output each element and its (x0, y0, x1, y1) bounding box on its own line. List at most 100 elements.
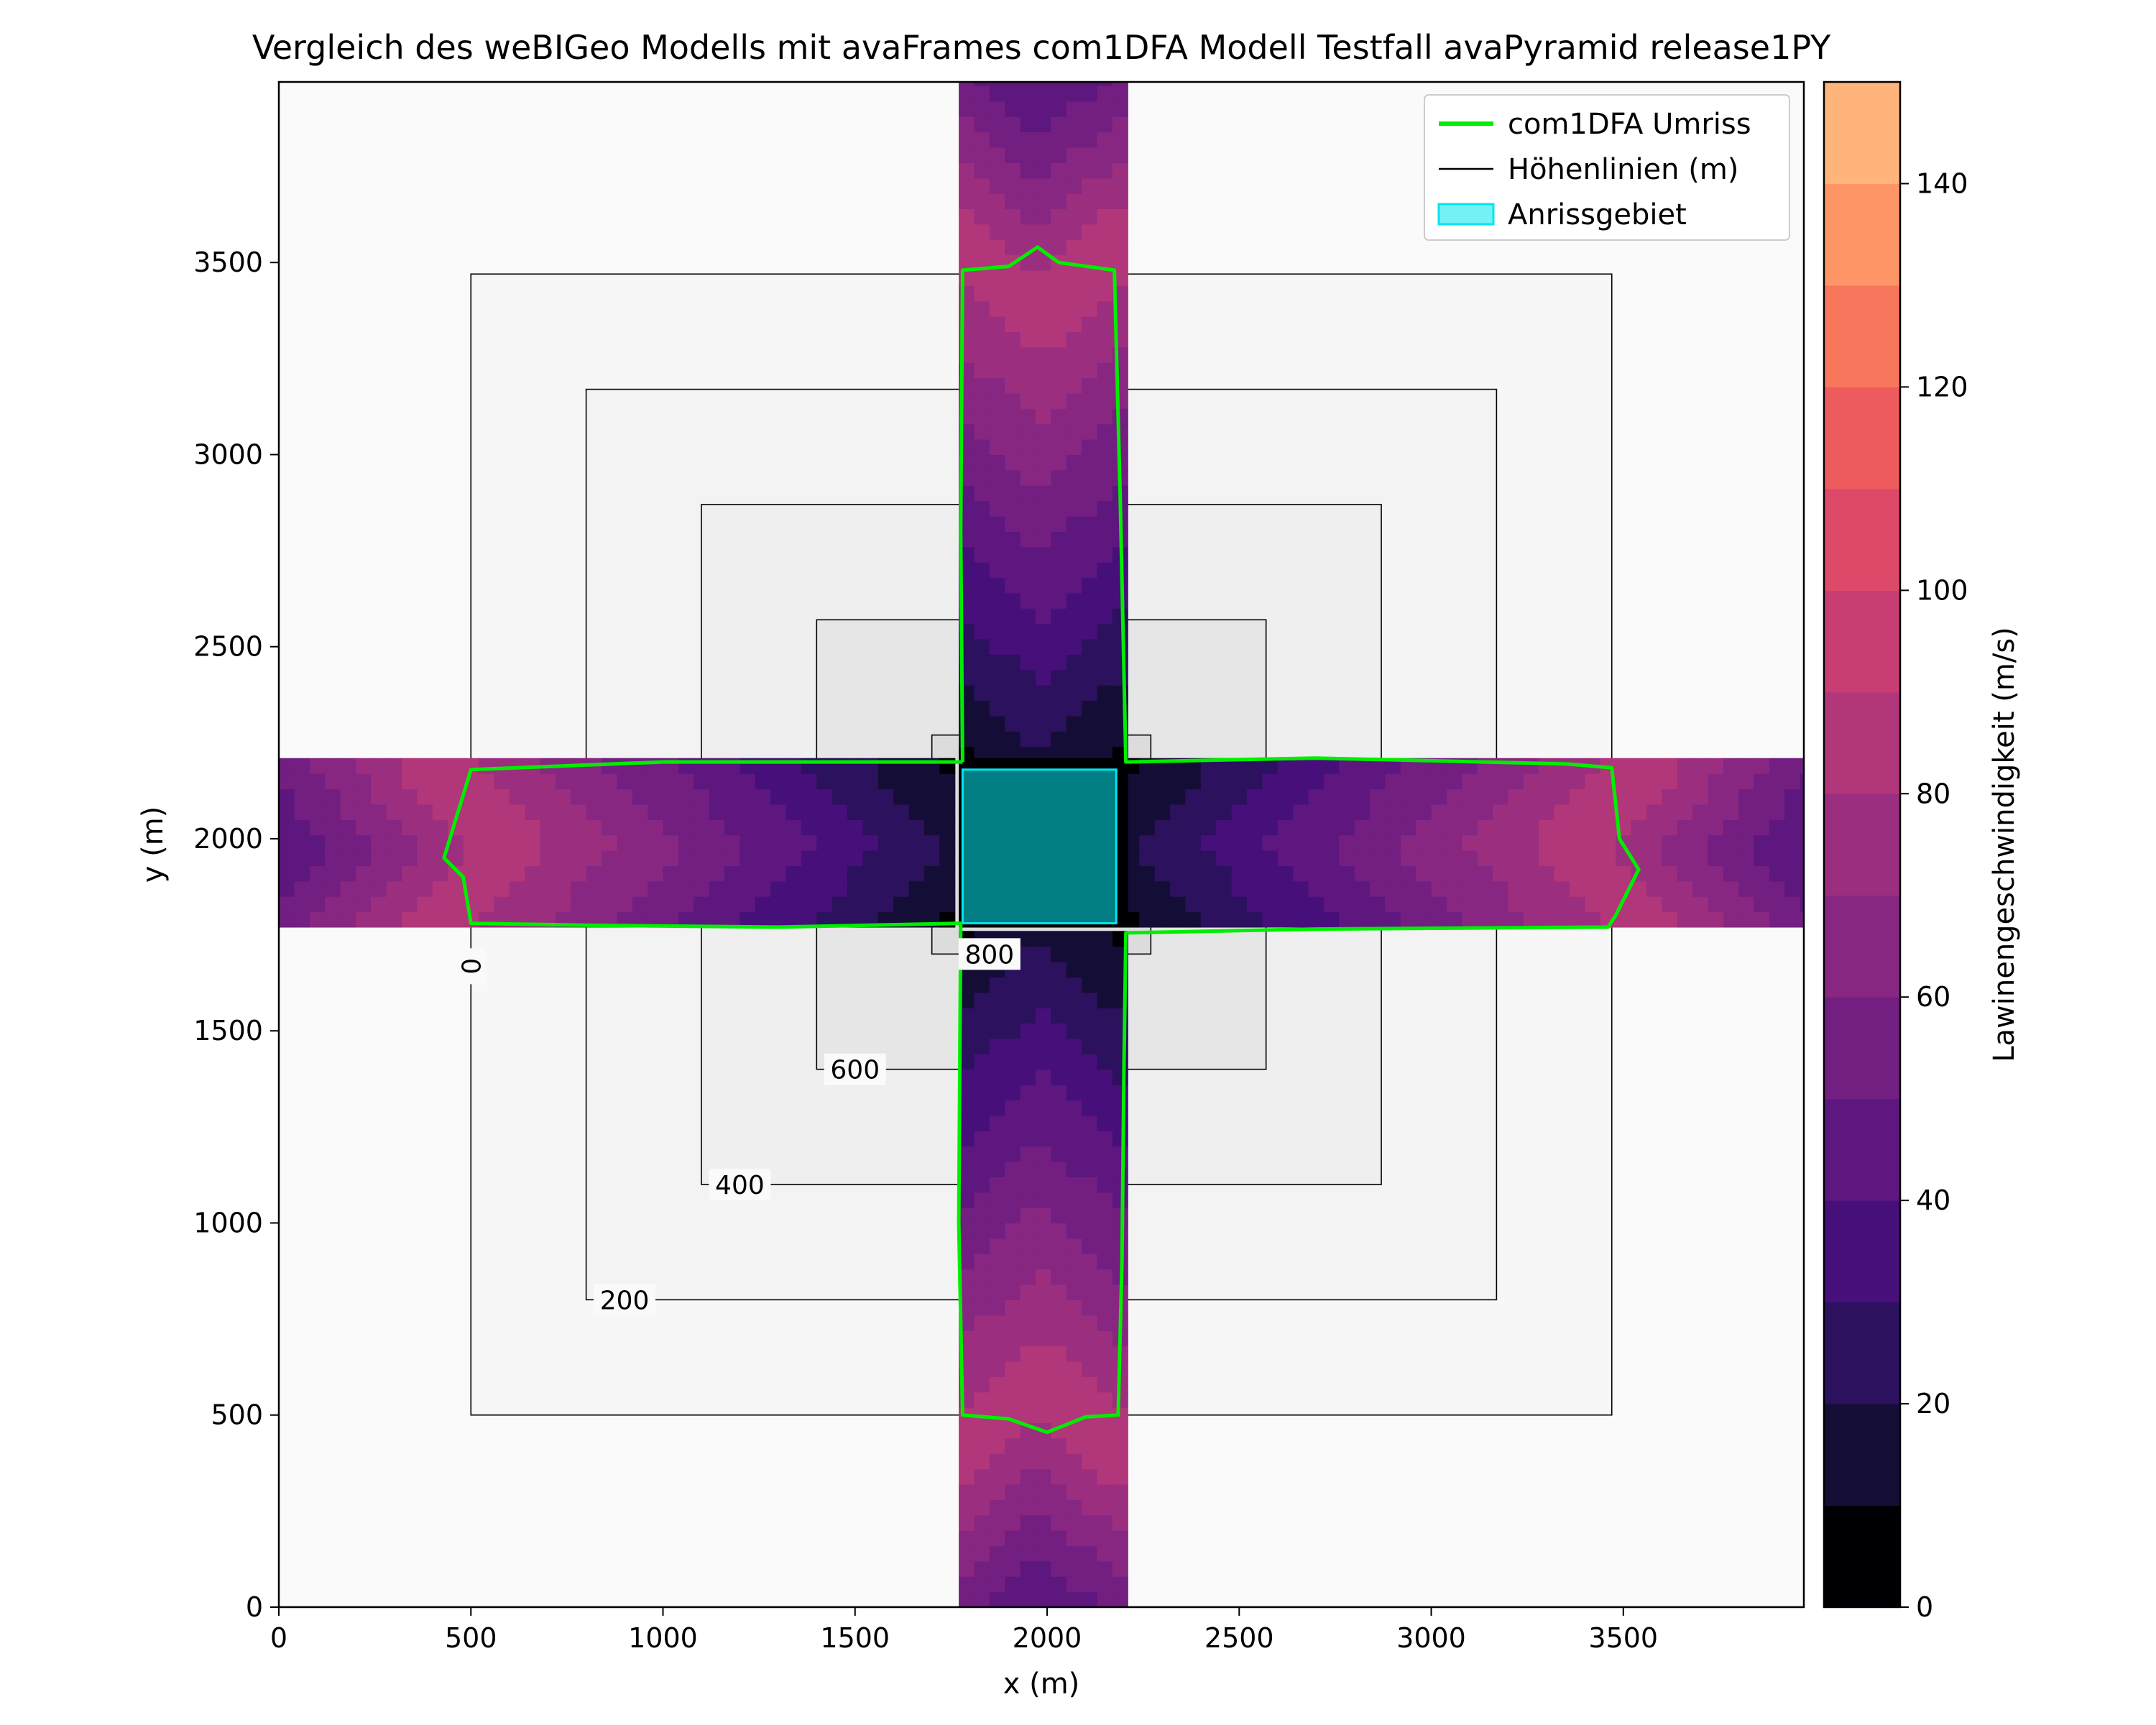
velocity-cell (1569, 896, 1585, 913)
velocity-cell (959, 1131, 975, 1147)
colorbar-tick-label: 80 (1916, 778, 1950, 809)
velocity-cell (1051, 931, 1067, 947)
velocity-cell (1082, 1192, 1098, 1208)
velocity-cell (1051, 162, 1067, 179)
velocity-cell (1800, 819, 1804, 836)
velocity-cell (1066, 1499, 1082, 1516)
velocity-cell (1800, 880, 1804, 897)
velocity-cell (1754, 896, 1770, 913)
velocity-cell (601, 773, 617, 790)
velocity-cell (862, 850, 879, 866)
velocity-cell (1431, 834, 1447, 851)
velocity-cell (801, 880, 817, 897)
velocity-cell (1097, 178, 1113, 194)
velocity-cell (989, 316, 1005, 333)
velocity-cell (1112, 224, 1128, 240)
velocity-cell (1523, 788, 1539, 805)
velocity-cell (974, 224, 990, 240)
velocity-cell (1005, 992, 1021, 1008)
velocity-cell (1066, 1576, 1082, 1593)
velocity-cell (1784, 773, 1801, 790)
velocity-cell (1082, 162, 1098, 179)
velocity-cell (1051, 224, 1067, 240)
velocity-cell (1082, 1300, 1098, 1316)
velocity-cell (1051, 408, 1067, 425)
velocity-cell (1277, 896, 1294, 913)
velocity-cell (1005, 1161, 1021, 1177)
velocity-cell (478, 758, 494, 774)
velocity-cell (974, 1177, 990, 1193)
velocity-cell (586, 788, 602, 805)
velocity-cell (1066, 116, 1082, 133)
velocity-cell (724, 850, 741, 866)
velocity-cell (755, 834, 771, 851)
velocity-cell (540, 850, 556, 866)
velocity-cell (1082, 685, 1098, 702)
velocity-cell (1112, 1192, 1128, 1208)
velocity-cell (355, 773, 372, 790)
velocity-cell (877, 865, 894, 882)
velocity-cell (1020, 946, 1036, 962)
velocity-cell (989, 469, 1005, 486)
velocity-cell (309, 773, 326, 790)
velocity-cell (1354, 758, 1370, 774)
velocity-cell (974, 608, 990, 625)
velocity-cell (1477, 880, 1493, 897)
velocity-cell (1616, 865, 1632, 882)
velocity-cell (1005, 1284, 1021, 1300)
velocity-cell (294, 819, 310, 836)
velocity-cell (1020, 193, 1036, 209)
velocity-cell (709, 834, 725, 851)
velocity-cell (1554, 850, 1570, 866)
velocity-cell (1738, 773, 1755, 790)
velocity-cell (1554, 819, 1570, 836)
velocity-cell (1112, 592, 1128, 609)
velocity-cell (1097, 346, 1113, 363)
velocity-cell (1035, 423, 1051, 440)
velocity-cell (974, 362, 990, 379)
velocity-cell (1035, 316, 1051, 333)
velocity-cell (1216, 788, 1233, 805)
velocity-cell (1005, 1330, 1021, 1347)
velocity-cell (1051, 1453, 1067, 1470)
velocity-cell (1051, 285, 1067, 302)
velocity-cell (974, 1085, 990, 1101)
velocity-cell (1020, 1591, 1036, 1607)
velocity-cell (1097, 1422, 1113, 1439)
velocity-cell (786, 911, 802, 928)
velocity-cell (989, 116, 1005, 133)
velocity-cell (1354, 773, 1370, 790)
velocity-cell (1005, 224, 1021, 240)
velocity-cell (1051, 469, 1067, 486)
velocity-cell (1005, 1591, 1021, 1607)
velocity-cell (417, 773, 433, 790)
velocity-cell (1005, 316, 1021, 333)
velocity-cell (1035, 1100, 1051, 1116)
velocity-cell (279, 911, 295, 928)
velocity-cell (1308, 834, 1325, 851)
velocity-cell (959, 1468, 975, 1485)
velocity-cell (1066, 1284, 1082, 1300)
velocity-cell (1738, 865, 1755, 882)
velocity-cell (974, 515, 990, 532)
velocity-cell (1385, 819, 1401, 836)
velocity-cell (989, 639, 1005, 656)
velocity-cell (1020, 254, 1036, 271)
velocity-cell (801, 896, 817, 913)
velocity-cell (1005, 531, 1021, 548)
velocity-cell (1035, 193, 1051, 209)
velocity-cell (555, 850, 571, 866)
velocity-cell (959, 1023, 975, 1039)
velocity-cell (1082, 608, 1098, 625)
y-tick-label: 2500 (193, 631, 263, 663)
velocity-cell (417, 911, 433, 928)
velocity-cell (1051, 1038, 1067, 1054)
velocity-cell (893, 819, 910, 836)
velocity-cell (877, 880, 894, 897)
velocity-cell (1035, 515, 1051, 532)
velocity-cell (801, 865, 817, 882)
velocity-cell (1005, 1376, 1021, 1393)
velocity-cell (1066, 1591, 1082, 1607)
velocity-cell (432, 804, 448, 820)
velocity-cell (1005, 669, 1021, 686)
